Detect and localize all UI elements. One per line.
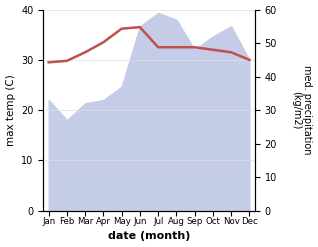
Y-axis label: med. precipitation
(kg/m2): med. precipitation (kg/m2) <box>291 65 313 155</box>
Y-axis label: max temp (C): max temp (C) <box>5 74 16 146</box>
X-axis label: date (month): date (month) <box>108 231 190 242</box>
